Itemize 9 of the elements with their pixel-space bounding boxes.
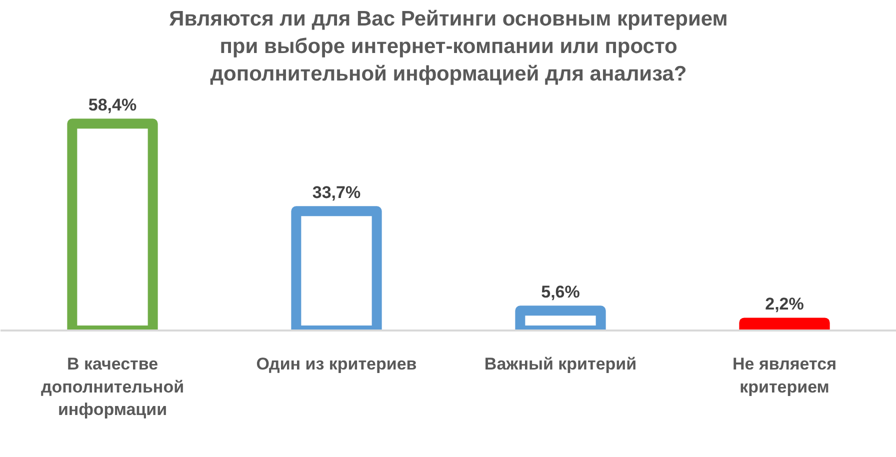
x-tick-label: Важный критерий [484,354,637,374]
data-label: 58,4% [88,96,137,115]
data-label: 2,2% [765,294,804,314]
x-tick-label: Не является критерием [732,354,837,396]
x-tick-label: Один из критериев [256,354,417,374]
data-label: 33,7% [312,183,361,202]
chart-title: Являются ли для Вас Рейтинги основным критерием при выборе интернет-компании или просто дополнительной информацией для анализа? [169,7,728,86]
x-tick-label: В качестве дополнительной информации [40,354,184,420]
data-label: 5,6% [541,282,580,302]
